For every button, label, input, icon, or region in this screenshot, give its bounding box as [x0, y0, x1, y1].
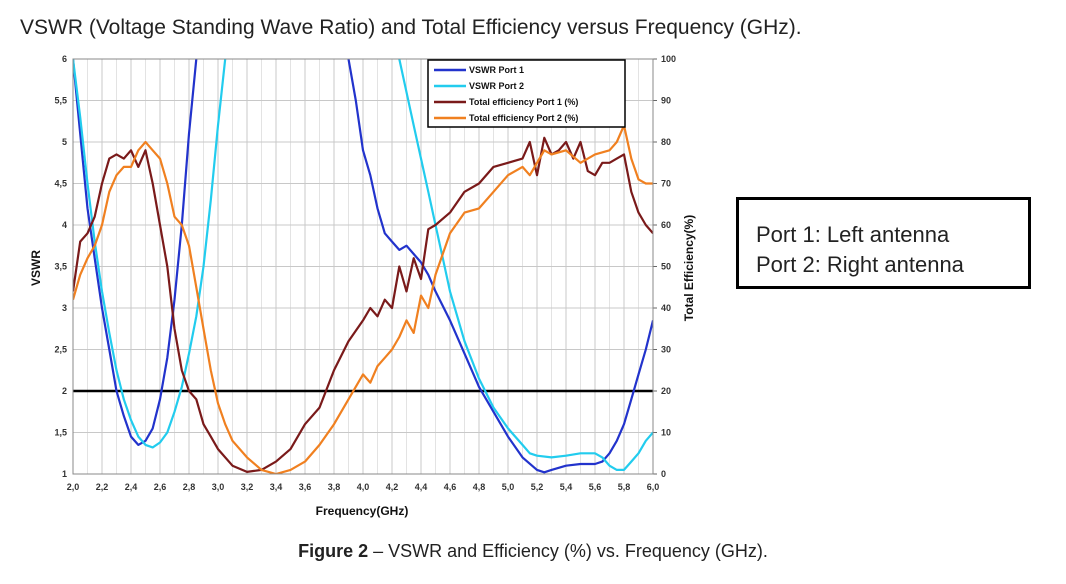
legend-label: Total efficiency Port 2 (%): [469, 113, 578, 123]
x-tick-label: 3,0: [212, 482, 225, 492]
y2-tick-label: 100: [661, 54, 676, 64]
caption-text: – VSWR and Efficiency (%) vs. Frequency …: [368, 541, 768, 561]
y-axis-label: VSWR: [29, 250, 43, 286]
x-tick-label: 2,2: [96, 482, 109, 492]
x-tick-label: 5,4: [560, 482, 573, 492]
x-tick-label: 2,6: [154, 482, 167, 492]
y-tick-label: 6: [62, 54, 67, 64]
vswr-efficiency-chart: 2,0 2,2 2,4 2,6 2,8 3,0 3,2 3,4 3,6 3,8 4,0 4,2 4,4 4…: [29, 54, 696, 518]
note-line-port-1: Port 1: Left antenna: [756, 222, 950, 247]
x-tick-label: 2,4: [125, 482, 138, 492]
y2-tick-label: 40: [661, 303, 671, 313]
series-lines: [73, 59, 653, 474]
y-tick-label: 2,5: [54, 345, 67, 355]
x-tick-label: 3,4: [270, 482, 283, 492]
y2-tick-label: 10: [661, 428, 671, 438]
x-tick-label: 3,2: [241, 482, 254, 492]
y-tick-label: 5: [62, 137, 67, 147]
x-tick-label: 5,6: [589, 482, 602, 492]
x-tick-label: 3,6: [299, 482, 312, 492]
page-title: VSWR (Voltage Standing Wave Ratio) and T…: [20, 16, 802, 39]
total-efficiency-port-1-line: [73, 136, 653, 473]
y-tick-label: 5,5: [54, 96, 67, 106]
note-line-port-2: Port 2: Right antenna: [756, 252, 964, 277]
legend: VSWR Port 1 VSWR Port 2 Total efficiency P…: [427, 59, 626, 128]
x-tick-label: 5,0: [502, 482, 515, 492]
y2-tick-label: 20: [661, 386, 671, 396]
y2-tick-label: 30: [661, 345, 671, 355]
total-efficiency-port-2-line: [73, 124, 653, 474]
y-tick-label: 4,5: [54, 179, 67, 189]
y-tick-label: 4: [62, 220, 67, 230]
tick-labels: 2,0 2,2 2,4 2,6 2,8 3,0 3,2 3,4 3,6 3,8 4,0 4,2 4,4 4…: [54, 54, 676, 492]
x-tick-label: 2,8: [183, 482, 196, 492]
legend-label: Total efficiency Port 1 (%): [469, 97, 578, 107]
x-tick-label: 4,2: [386, 482, 399, 492]
axes: [72, 58, 657, 475]
x-tick-label: 3,8: [328, 482, 341, 492]
y2-tick-label: 90: [661, 96, 671, 106]
y-tick-label: 1: [62, 469, 67, 479]
y2-tick-label: 70: [661, 179, 671, 189]
y-tick-label: 1,5: [54, 428, 67, 438]
plot-frame: [72, 58, 654, 475]
vswr-port-2-line: [73, 59, 227, 449]
grid-lines: [72, 58, 654, 475]
y-tick-label: 2: [62, 386, 67, 396]
figure-caption: Figure 2 – VSWR and Efficiency (%) vs. F…: [0, 541, 1066, 562]
x-tick-label: 5,8: [618, 482, 631, 492]
x-tick-label: 4,0: [357, 482, 370, 492]
x-tick-label: 2,0: [67, 482, 80, 492]
port-note-box: Port 1: Left antenna Port 2: Right anten…: [736, 197, 1031, 289]
y2-tick-label: 50: [661, 262, 671, 272]
vswr-port-2-line: [398, 59, 653, 471]
y2-tick-label: 60: [661, 220, 671, 230]
y-tick-label: 3: [62, 303, 67, 313]
x-axis-label: Frequency(GHz): [316, 504, 409, 518]
x-tick-label: 6,0: [647, 482, 660, 492]
x-tick-label: 4,6: [444, 482, 457, 492]
vswr-port-1-line: [347, 59, 653, 474]
caption-figure-label: Figure 2: [298, 541, 369, 561]
legend-label: VSWR Port 1: [469, 65, 524, 75]
y-tick-label: 3,5: [54, 262, 67, 272]
y2-axis-label: Total Efficiency(%): [682, 215, 696, 321]
legend-box: [427, 59, 626, 128]
y2-tick-label: 80: [661, 137, 671, 147]
x-tick-label: 4,8: [473, 482, 486, 492]
legend-label: VSWR Port 2: [469, 81, 524, 91]
x-tick-label: 4,4: [415, 482, 428, 492]
y2-tick-label: 0: [661, 469, 666, 479]
x-tick-label: 5,2: [531, 482, 544, 492]
